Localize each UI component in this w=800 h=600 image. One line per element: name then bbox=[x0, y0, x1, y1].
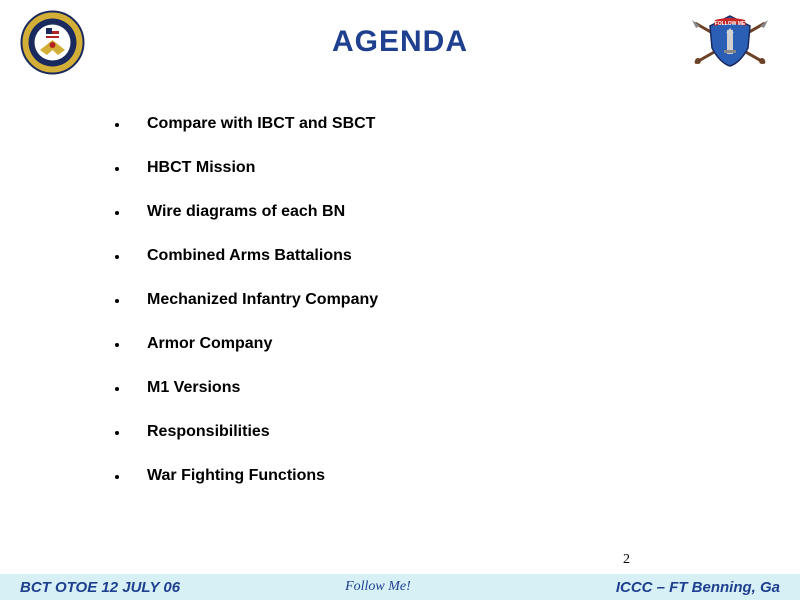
bullet-icon bbox=[115, 343, 119, 347]
list-item-text: Combined Arms Battalions bbox=[147, 247, 352, 265]
list-item: M1 Versions bbox=[115, 379, 720, 397]
list-item: Combined Arms Battalions bbox=[115, 247, 720, 265]
bullet-icon bbox=[115, 475, 119, 479]
list-item: Mechanized Infantry Company bbox=[115, 291, 720, 309]
bullet-icon bbox=[115, 299, 119, 303]
list-item-text: Compare with IBCT and SBCT bbox=[147, 115, 375, 133]
list-item: HBCT Mission bbox=[115, 159, 720, 177]
slide-header: AGENDA FOLLOW ME bbox=[0, 0, 800, 80]
bullet-icon bbox=[115, 255, 119, 259]
list-item: Responsibilities bbox=[115, 423, 720, 441]
list-item-text: War Fighting Functions bbox=[147, 467, 325, 485]
footer-center-text: Follow Me! bbox=[140, 579, 616, 595]
army-seal-icon bbox=[20, 10, 85, 75]
list-item-text: M1 Versions bbox=[147, 379, 240, 397]
list-item: Armor Company bbox=[115, 335, 720, 353]
list-item: War Fighting Functions bbox=[115, 467, 720, 485]
bullet-icon bbox=[115, 431, 119, 435]
bullet-icon bbox=[115, 123, 119, 127]
page-title: AGENDA bbox=[332, 25, 468, 59]
list-item: Compare with IBCT and SBCT bbox=[115, 115, 720, 133]
bullet-icon bbox=[115, 387, 119, 391]
infantry-crest-icon: FOLLOW ME bbox=[680, 8, 780, 78]
list-item-text: HBCT Mission bbox=[147, 159, 255, 177]
agenda-list: Compare with IBCT and SBCT HBCT Mission … bbox=[115, 115, 720, 511]
list-item-text: Responsibilities bbox=[147, 423, 270, 441]
list-item-text: Mechanized Infantry Company bbox=[147, 291, 378, 309]
page-number: 2 bbox=[623, 552, 630, 568]
list-item-text: Armor Company bbox=[147, 335, 272, 353]
list-item-text: Wire diagrams of each BN bbox=[147, 203, 345, 221]
slide-footer: BCT OTOE 12 JULY 06 Follow Me! ICCC – FT… bbox=[0, 574, 800, 600]
footer-right-text: ICCC – FT Benning, Ga bbox=[616, 579, 780, 596]
bullet-icon bbox=[115, 167, 119, 171]
list-item: Wire diagrams of each BN bbox=[115, 203, 720, 221]
bullet-icon bbox=[115, 211, 119, 215]
crest-banner-text: FOLLOW ME bbox=[715, 21, 746, 27]
